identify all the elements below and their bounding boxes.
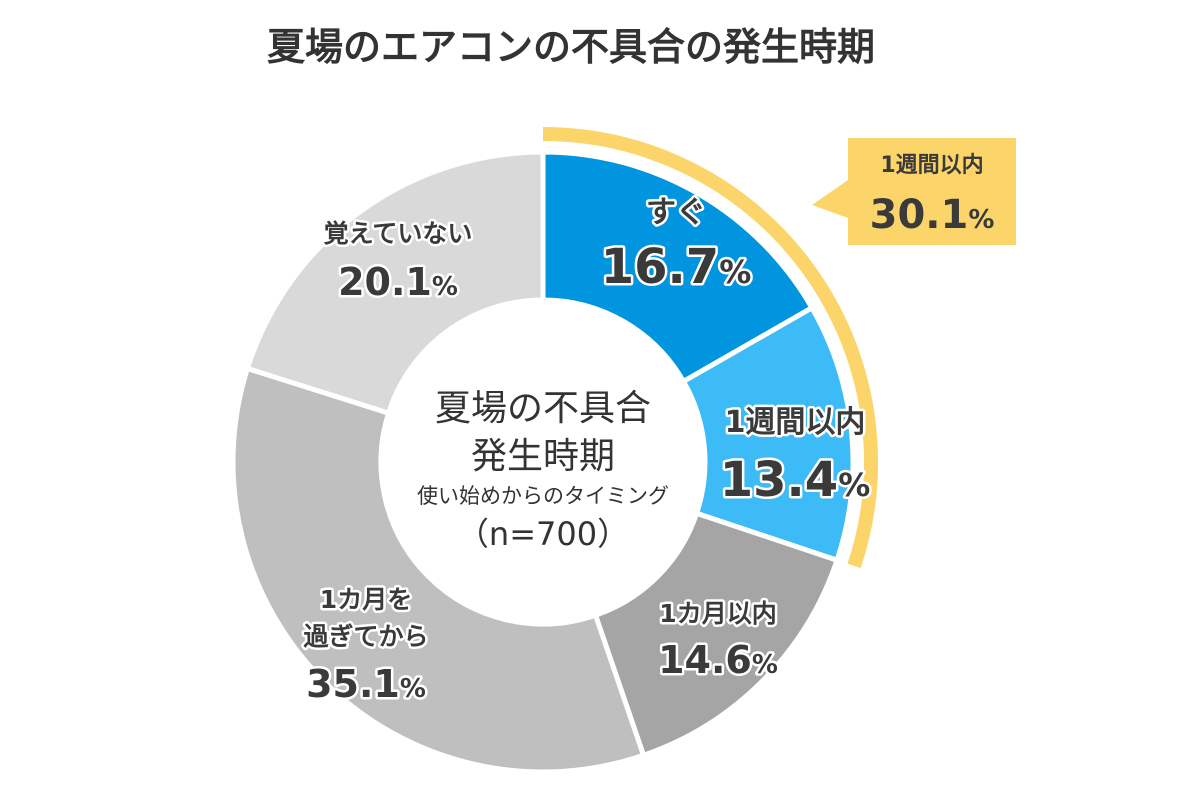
- highlight-arc: [542, 127, 878, 569]
- callout-value: 30.1%: [870, 192, 995, 238]
- slice-label-2: 1カ月以内: [659, 599, 776, 628]
- slice-label-3: 1カ月を: [320, 585, 412, 614]
- slices-group: [230, 149, 856, 775]
- highlight-callout: 1週間以内 30.1%: [812, 138, 1016, 245]
- center-line-3: 使い始めからのタイミング: [417, 484, 669, 508]
- slice-value-4: 20.1%: [338, 260, 458, 304]
- center-line-1: 夏場の不具合: [435, 388, 651, 429]
- slice-value-1: 13.4%: [720, 452, 871, 508]
- center-text: 夏場の不具合 発生時期 使い始めからのタイミング （n=700）: [417, 388, 669, 553]
- chart-title: 夏場のエアコンの不具合の発生時期: [267, 25, 875, 69]
- slice-label-3: 過ぎてから: [303, 622, 428, 651]
- center-line-4: （n=700）: [457, 515, 629, 553]
- slice-4: [244, 149, 546, 417]
- slice-3: [230, 365, 647, 775]
- slice-label-0: すぐ: [646, 195, 706, 230]
- callout-box: [812, 138, 1016, 245]
- slice-value-3: 35.1%: [306, 662, 426, 706]
- slice-1: [680, 304, 856, 564]
- slice-label-1: 1週間以内: [725, 405, 866, 440]
- center-line-2: 発生時期: [471, 436, 615, 477]
- slice-value-2: 14.6%: [658, 638, 778, 682]
- slice-0: [540, 149, 816, 385]
- slice-label-4: 覚えていない: [324, 219, 473, 248]
- callout-label: 1週間以内: [880, 153, 983, 178]
- slice-value-0: 16.7%: [601, 239, 752, 295]
- slice-2: [592, 510, 841, 759]
